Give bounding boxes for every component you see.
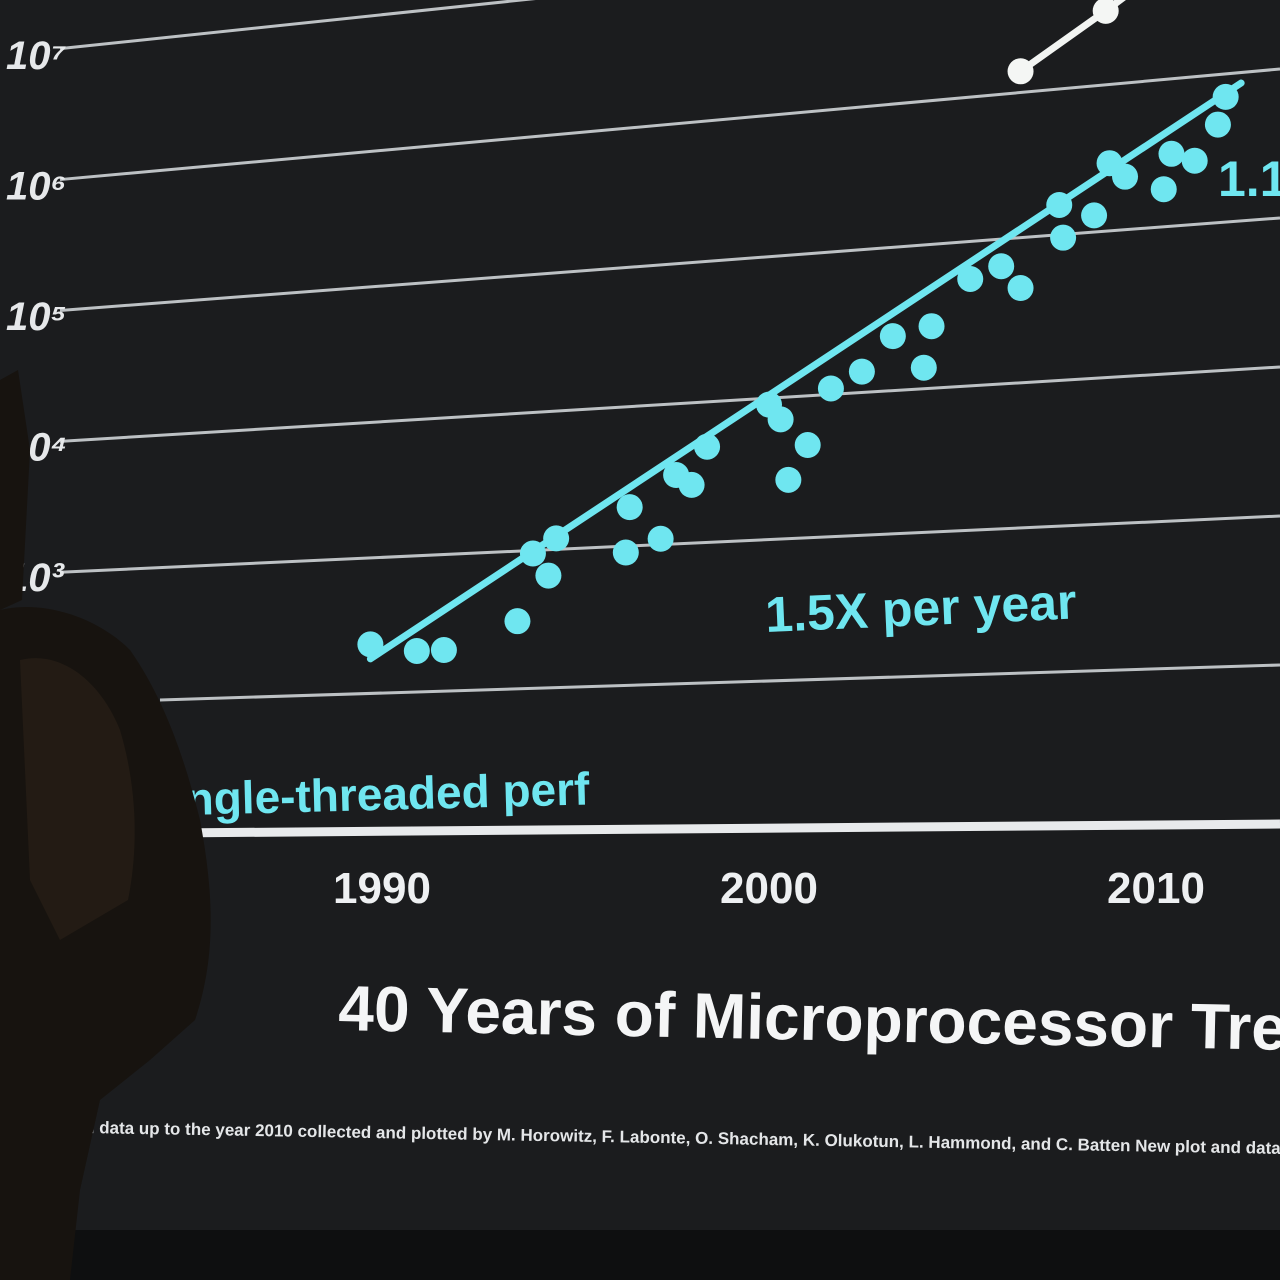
data-point (767, 406, 794, 433)
slide-background (0, 0, 1280, 1230)
data-point (612, 539, 639, 566)
data-point (403, 637, 430, 664)
data-point (817, 375, 844, 402)
data-point (1158, 140, 1185, 167)
y-tick-label: 10⁷ (6, 34, 66, 78)
data-point (1181, 147, 1208, 174)
data-point (430, 637, 457, 664)
y-tick-label: 10⁵ (6, 295, 67, 339)
data-point (357, 631, 384, 658)
data-point (694, 433, 721, 460)
series-single-threaded (357, 79, 1245, 664)
x-tick-labels: 1990 2000 2010 (333, 864, 1205, 913)
plot-area (357, 0, 1245, 664)
data-point (678, 471, 705, 498)
rate-annotation-gpu: 1.1 (1218, 151, 1280, 207)
data-point (1112, 163, 1139, 190)
data-point (535, 562, 562, 589)
data-point (543, 525, 570, 552)
data-point (504, 608, 531, 635)
data-point (1092, 0, 1119, 24)
data-point (1204, 111, 1231, 138)
data-point (519, 540, 546, 567)
gridline (59, 365, 1280, 443)
series-line (1017, 0, 1126, 75)
speaker-silhouette (0, 370, 211, 1280)
data-point (794, 432, 821, 459)
data-point (1150, 176, 1177, 203)
x-tick-label: 2000 (720, 864, 818, 913)
data-point (879, 323, 906, 350)
data-point (1050, 224, 1077, 251)
gridline (159, 663, 1280, 702)
data-point (848, 358, 875, 385)
series-gpu (1007, 0, 1126, 85)
data-point (1007, 274, 1034, 301)
data-point (775, 466, 802, 493)
gridline (59, 67, 1280, 182)
rate-annotation-single: 1.5X per year (764, 573, 1077, 643)
data-point (957, 265, 984, 292)
x-tick-label: 1990 (333, 864, 431, 913)
gridline (59, 216, 1280, 312)
data-point (1007, 58, 1034, 85)
trend-line (366, 79, 1245, 663)
series-label-single: ngle-threaded perf (185, 762, 591, 825)
data-point (616, 494, 643, 521)
data-point (1046, 191, 1073, 218)
data-point (1212, 83, 1239, 110)
data-point (1081, 202, 1108, 229)
x-axis-line (169, 819, 1280, 838)
data-point (918, 313, 945, 340)
data-point (910, 354, 937, 381)
y-tick-label: 10⁶ (6, 164, 67, 208)
gridline (59, 0, 536, 51)
data-point (647, 525, 674, 552)
x-tick-label: 2010 (1107, 864, 1205, 913)
data-point (988, 253, 1015, 280)
